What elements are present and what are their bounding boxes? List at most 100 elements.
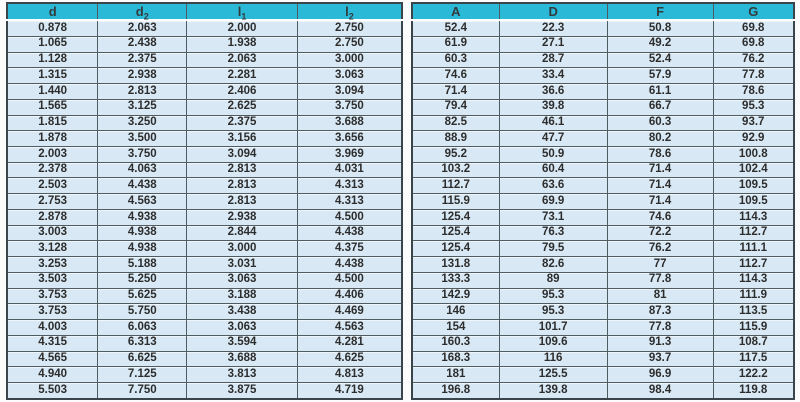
table-cell: 78.6 bbox=[712, 83, 795, 100]
table-cell: 108.7 bbox=[712, 334, 795, 352]
table-cell: 4.938 bbox=[97, 208, 188, 226]
table-cell: 3.688 bbox=[186, 350, 298, 368]
table-cell: 4.500 bbox=[296, 208, 403, 226]
table-cell: 4.813 bbox=[296, 366, 403, 384]
table-row: 146 95.3 87.3 113.5 bbox=[411, 303, 795, 321]
table-cell: 122.2 bbox=[712, 366, 795, 384]
header-label: d bbox=[48, 4, 57, 19]
table-row: 2.003 3.750 3.094 3.969 bbox=[6, 146, 403, 163]
table-row: 1.128 2.375 2.063 3.000 bbox=[6, 51, 403, 69]
table-cell: 4.438 bbox=[97, 177, 188, 195]
table-cell: 3.253 bbox=[6, 256, 99, 273]
table-cell: 80.2 bbox=[606, 130, 714, 147]
table-cell: 7.750 bbox=[97, 382, 188, 400]
table-cell: 6.313 bbox=[97, 334, 188, 352]
table-cell: 0.878 bbox=[6, 19, 99, 37]
table-cell: 3.875 bbox=[186, 382, 298, 400]
table-cell: 2.063 bbox=[97, 19, 188, 37]
table-cell: 1.315 bbox=[6, 67, 99, 85]
table-cell: 2.378 bbox=[6, 161, 99, 179]
table-cell: 52.4 bbox=[411, 19, 500, 37]
table-cell: 73.1 bbox=[498, 208, 608, 226]
table-cell: 125.5 bbox=[498, 366, 608, 384]
table-cell: 115.9 bbox=[411, 193, 500, 210]
table-cell: 3.500 bbox=[97, 130, 188, 147]
table-cell: 61.1 bbox=[606, 83, 714, 100]
table-cell: 4.315 bbox=[6, 334, 99, 352]
table-cell: 125.4 bbox=[411, 208, 500, 226]
table-cell: 36.6 bbox=[498, 83, 608, 100]
table-cell: 116 bbox=[498, 350, 608, 368]
column-header-l2: l2 bbox=[296, 2, 403, 21]
table-cell: 112.7 bbox=[411, 177, 500, 195]
table-cell: 103.2 bbox=[411, 161, 500, 179]
table-cell: 2.406 bbox=[186, 83, 298, 100]
table-cell: 4.063 bbox=[97, 161, 188, 179]
column-header-d: d bbox=[6, 2, 99, 21]
table-cell: 27.1 bbox=[498, 35, 608, 53]
table-cell: 49.2 bbox=[606, 35, 714, 53]
table-cell: 3.656 bbox=[296, 130, 403, 147]
table-cell: 2.281 bbox=[186, 67, 298, 85]
table-cell: 74.6 bbox=[606, 208, 714, 226]
table-cell: 131.8 bbox=[411, 256, 500, 273]
table-cell: 100.8 bbox=[712, 146, 795, 163]
table-row: 125.4 79.5 76.2 111.1 bbox=[411, 240, 795, 258]
table-cell: 5.188 bbox=[97, 256, 188, 273]
table-cell: 115.9 bbox=[712, 319, 795, 336]
table-cell: 1.065 bbox=[6, 35, 99, 53]
table-cell: 3.250 bbox=[97, 114, 188, 132]
table-row: 4.940 7.125 3.813 4.813 bbox=[6, 366, 403, 384]
table-cell: 160.3 bbox=[411, 334, 500, 352]
table-cell: 109.5 bbox=[712, 177, 795, 195]
table-cell: 1.815 bbox=[6, 114, 99, 132]
table-cell: 3.003 bbox=[6, 224, 99, 242]
table-cell: 139.8 bbox=[498, 382, 608, 400]
table-row: 2.878 4.938 2.938 4.500 bbox=[6, 208, 403, 226]
table-cell: 3.813 bbox=[186, 366, 298, 384]
table-cell: 47.7 bbox=[498, 130, 608, 147]
table-cell: 4.563 bbox=[97, 193, 188, 210]
table-cell: 88.9 bbox=[411, 130, 500, 147]
table-cell: 111.1 bbox=[712, 240, 795, 258]
table-cell: 93.7 bbox=[606, 350, 714, 368]
table-cell: 69.8 bbox=[712, 19, 795, 37]
table-cell: 154 bbox=[411, 319, 500, 336]
table-cell: 57.9 bbox=[606, 67, 714, 85]
table-row: 79.4 39.8 66.7 95.3 bbox=[411, 98, 795, 116]
table-cell: 2.753 bbox=[6, 193, 99, 210]
table-cell: 61.9 bbox=[411, 35, 500, 53]
table-cell: 3.063 bbox=[186, 271, 298, 289]
table-cell: 3.063 bbox=[296, 67, 403, 85]
table-cell: 93.7 bbox=[712, 114, 795, 132]
table-row: 1.440 2.813 2.406 3.094 bbox=[6, 83, 403, 100]
table-cell: 81 bbox=[606, 287, 714, 305]
table-cell: 4.563 bbox=[296, 319, 403, 336]
table-cell: 2.750 bbox=[296, 35, 403, 53]
table-cell: 87.3 bbox=[606, 303, 714, 321]
table-cell: 2.938 bbox=[186, 208, 298, 226]
table-cell: 77.8 bbox=[606, 319, 714, 336]
table-cell: 125.4 bbox=[411, 224, 500, 242]
table-cell: 4.438 bbox=[296, 224, 403, 242]
table-cell: 5.503 bbox=[6, 382, 99, 400]
table-cell: 3.969 bbox=[296, 146, 403, 163]
table-row: 168.3 116 93.7 117.5 bbox=[411, 350, 795, 368]
table-row: 131.8 82.6 77 112.7 bbox=[411, 256, 795, 273]
table-cell: 2.375 bbox=[186, 114, 298, 132]
table-row: 133.3 89 77.8 114.3 bbox=[411, 271, 795, 289]
table-cell: 71.4 bbox=[606, 193, 714, 210]
table-row: 61.9 27.1 49.2 69.8 bbox=[411, 35, 795, 53]
table-row: 0.878 2.063 2.000 2.750 bbox=[6, 19, 403, 37]
table-cell: 1.440 bbox=[6, 83, 99, 100]
table-cell: 50.8 bbox=[606, 19, 714, 37]
table-row: 1.815 3.250 2.375 3.688 bbox=[6, 114, 403, 132]
header-subscript: 1 bbox=[241, 11, 247, 22]
table-cell: 4.406 bbox=[296, 287, 403, 305]
column-header-D: D bbox=[498, 2, 608, 21]
table-cell: 5.750 bbox=[97, 303, 188, 321]
table-cell: 3.128 bbox=[6, 240, 99, 258]
table-cell: 3.503 bbox=[6, 271, 99, 289]
table-row: 3.503 5.250 3.063 4.500 bbox=[6, 271, 403, 289]
